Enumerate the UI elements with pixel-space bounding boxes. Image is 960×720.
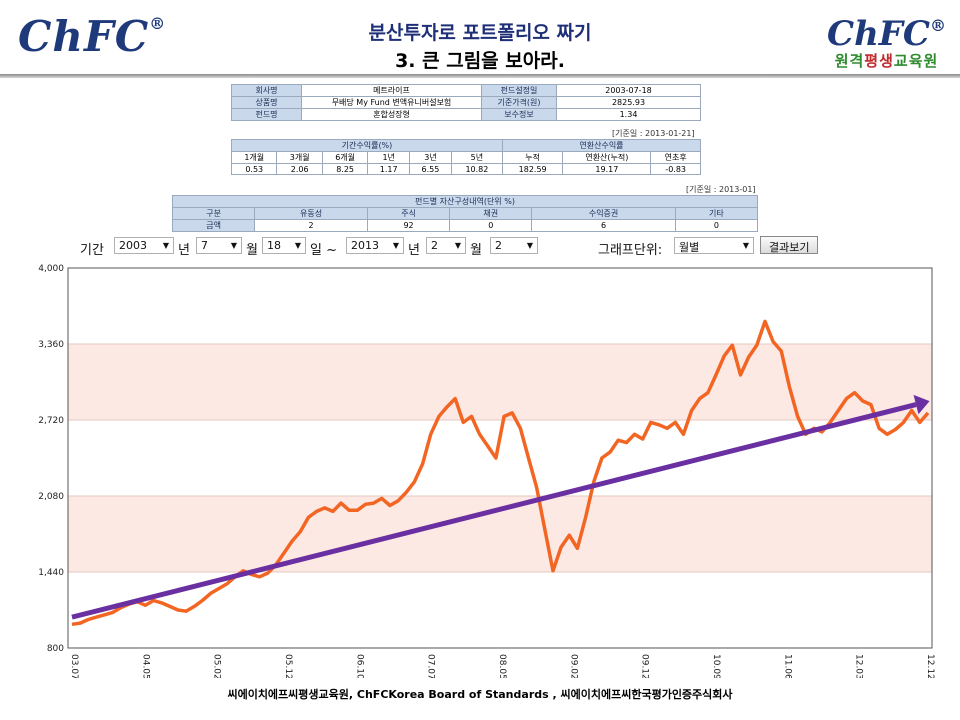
y-tick-label: 2,720 xyxy=(38,416,64,426)
y-tick-label: 800 xyxy=(47,644,64,654)
year-unit-label: 년 xyxy=(178,243,190,258)
header-divider xyxy=(0,74,960,78)
x-tick-label: 06.10 xyxy=(354,654,364,678)
returns-ref-date: [기준일 : 2013-01-21] xyxy=(612,129,695,138)
graph-unit-select[interactable]: 월별 xyxy=(674,237,754,254)
x-tick-label: 07.07 xyxy=(426,654,436,678)
table-row: 구분 유동성 주식 채권 수익증권 기타 xyxy=(171,207,759,220)
table-row: 회사명 메트라이프 펀드설정일 2003-07-18 xyxy=(231,84,701,97)
slide-subtitle: 3. 큰 그림을 보아라. xyxy=(395,50,565,72)
returns-table: 기간수익률(%) 연환산수익률 1개월 3개월 6개월 1년 3년 5년 누적 … xyxy=(230,139,702,175)
chart-band xyxy=(68,344,932,420)
y-tick-label: 1,440 xyxy=(38,568,64,578)
x-tick-label: 05.02 xyxy=(212,654,222,678)
year-unit-label-end: 년 xyxy=(408,243,420,258)
x-tick-label: 12.03 xyxy=(854,654,864,678)
chart-gridlines xyxy=(68,267,932,649)
table-row: 금액 2 92 0 6 0 xyxy=(171,219,759,232)
y-tick-label: 3,360 xyxy=(38,340,64,350)
x-tick-label: 03.07 xyxy=(69,654,79,678)
trend-arrow-line xyxy=(71,402,917,620)
y-tick-label: 4,000 xyxy=(38,264,64,274)
fund-info-table: 회사명 메트라이프 펀드설정일 2003-07-18 상품명 무배당 My Fu… xyxy=(231,84,701,121)
table-row: 펀드별 자산구성내역(단위 %) xyxy=(172,195,758,208)
x-axis-ticks: 03.07 04.05 05.02 05.12 06.10 07.07 08.05 09.02… xyxy=(69,654,935,678)
graph-unit-label: 그래프단위: xyxy=(598,243,663,258)
month-unit-label: 월 xyxy=(246,243,258,258)
start-month-select[interactable]: 7 xyxy=(196,237,242,254)
table-row: 상품명 무배당 My Fund 변액유니버설보험 기준가격(원) 2825.93 xyxy=(231,96,701,109)
slide-title: 분산투자로 포트폴리오 짜기 xyxy=(368,22,592,44)
end-year-select[interactable]: 2013 xyxy=(346,237,404,254)
chfc-logo-left: ChFC® xyxy=(18,12,167,61)
x-tick-label: 10.09 xyxy=(711,654,721,678)
end-month-select[interactable]: 2 xyxy=(426,237,466,254)
trend-arrow-head xyxy=(913,394,930,415)
footer-credits: 씨에이치에프씨평생교육원, ChFCKorea Board of Standar… xyxy=(227,688,733,701)
y-tick-label: 2,080 xyxy=(38,492,64,502)
logo-subtitle: 원격평생교육원 xyxy=(834,52,939,70)
asset-allocation-table: 펀드별 자산구성내역(단위 %) 구분 유동성 주식 채권 수익증권 기타 금액… xyxy=(171,195,759,232)
end-day-select[interactable]: 2 xyxy=(490,237,538,254)
chfc-logo-right: ChFC® 원격평생교육원 xyxy=(827,14,946,70)
x-tick-label: 04.05 xyxy=(140,654,150,678)
period-label: 기간 xyxy=(80,243,104,258)
period-controls: 기간 2003 년 7 월 18 일 ~ 2013 년 2 월 2 그래프단위:… xyxy=(80,236,940,258)
price-series-line xyxy=(71,319,930,627)
x-tick-label: 12.12 xyxy=(925,654,935,678)
month-unit-label-end: 월 xyxy=(470,243,482,258)
x-tick-label: 11.06 xyxy=(782,654,792,678)
plot-frame xyxy=(67,267,933,649)
x-tick-label: 09.12 xyxy=(640,654,650,678)
x-tick-label: 09.02 xyxy=(568,654,578,678)
table-row: 1개월 3개월 6개월 1년 3년 5년 누적 연환산(누적) 연초후 xyxy=(230,151,701,164)
y-axis-ticks: 4,000 3,360 2,720 2,080 1,440 800 xyxy=(38,264,64,654)
start-year-select[interactable]: 2003 xyxy=(114,237,174,254)
table-row: 펀드명 혼합성장형 보수정보 1.34 xyxy=(231,108,701,121)
table-row: 0.53 2.06 8.25 1.17 6.55 10.82 182.59 19… xyxy=(230,163,701,175)
start-day-select[interactable]: 18 xyxy=(262,237,306,254)
chart-bands xyxy=(68,344,932,572)
day-unit-label: 일 ~ xyxy=(310,243,337,258)
table-row: 기간수익률(%) 연환산수익률 xyxy=(231,139,702,152)
assets-ref-date: [기준일 : 2013-01] xyxy=(686,185,756,194)
x-tick-label: 08.05 xyxy=(497,654,507,678)
result-button[interactable]: 결과보기 xyxy=(760,236,819,254)
x-tick-label: 05.12 xyxy=(283,654,293,678)
